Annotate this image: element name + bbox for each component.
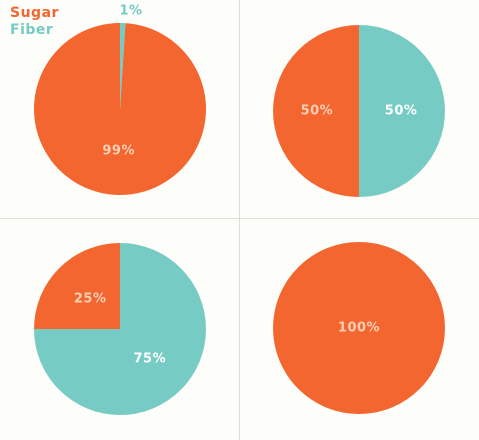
pie-2-slice-sugar [273,25,359,197]
pie-4-slice-sugar [273,242,445,414]
pie-4-label-sugar: 100% [338,321,380,336]
legend-sugar: Sugar [10,5,59,21]
pie-2-slice-fiber [359,25,445,197]
legend: Sugar Fiber [10,5,59,39]
pie-2-label-sugar: 50% [301,104,334,119]
pie-3-slice-fiber [34,243,206,415]
pie-1-slice-fiber [120,23,126,109]
pie-3-label-fiber: 75% [133,351,166,366]
pie-1-label-sugar: 99% [102,144,135,159]
pie-3-slice-sugar [34,243,120,329]
pie-1-label-fiber: 1% [119,4,142,19]
pie-2-label-fiber: 50% [385,104,418,119]
horizontal-divider [0,218,479,219]
vertical-divider [239,0,240,440]
pie-3-label-sugar: 25% [74,292,107,307]
legend-fiber: Fiber [10,22,54,38]
pie-1-slice-sugar [33,23,206,195]
